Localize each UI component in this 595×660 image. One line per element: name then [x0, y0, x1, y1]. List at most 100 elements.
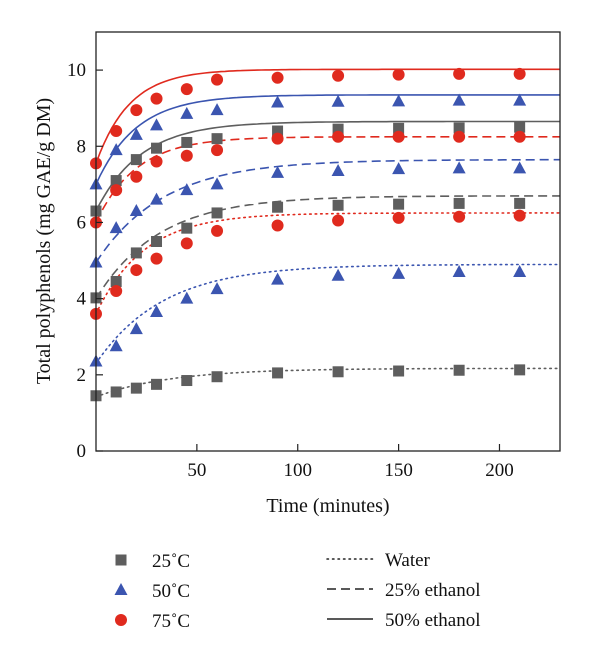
legend-marker — [115, 614, 127, 626]
legend-label: Water — [385, 550, 431, 571]
data-point — [130, 154, 142, 166]
y-tick-label: 10 — [67, 60, 86, 81]
data-point — [130, 247, 142, 259]
data-point — [271, 95, 285, 108]
data-point — [393, 365, 405, 377]
data-point — [109, 143, 123, 156]
data-point — [210, 103, 224, 116]
data-point — [180, 237, 193, 250]
data-point — [181, 222, 193, 234]
x-tick-label: 150 — [384, 460, 413, 481]
data-point — [331, 268, 345, 281]
data-point — [130, 104, 143, 117]
data-point — [271, 272, 285, 285]
data-point — [180, 183, 194, 196]
x-tick-label: 100 — [283, 460, 312, 481]
legend-label: 25˚C — [152, 551, 190, 572]
data-point — [211, 73, 224, 86]
axis-ticks: 50 100 150 200 0 2 4 6 8 10 — [67, 60, 514, 481]
data-point — [452, 161, 466, 174]
data-point — [393, 198, 405, 210]
data-point — [180, 83, 193, 96]
y-tick-label: 0 — [77, 441, 87, 462]
data-point — [514, 364, 526, 376]
legend-item-solvent: 50% ethanol — [327, 610, 481, 631]
data-point — [513, 93, 527, 106]
data-point — [513, 67, 526, 80]
data-point — [211, 133, 223, 145]
data-point — [130, 264, 143, 277]
data-point — [211, 144, 224, 157]
data-point — [331, 164, 345, 177]
legend-label: 50% ethanol — [385, 610, 481, 631]
y-tick-label: 8 — [77, 136, 87, 157]
data-point — [150, 304, 164, 317]
data-point — [150, 92, 163, 105]
data-points — [89, 67, 527, 402]
data-point — [211, 207, 223, 219]
legend-item-temperature: 25˚C — [115, 551, 190, 572]
data-point — [453, 364, 465, 376]
data-point — [180, 106, 194, 119]
data-point — [513, 264, 527, 277]
x-axis-label: Time (minutes) — [266, 495, 389, 517]
data-point — [109, 339, 123, 352]
legend: 25˚C 50˚C 75˚C Water 25% ethanol 50% ethanol — [114, 550, 481, 632]
data-point — [129, 204, 143, 217]
data-point — [272, 201, 284, 213]
data-point — [513, 130, 526, 143]
y-axis-label: Total polyphenols (mg GAE/g DM) — [33, 98, 55, 384]
data-point — [332, 214, 345, 227]
legend-item-temperature: 75˚C — [115, 611, 190, 632]
data-point — [452, 264, 466, 277]
x-tick-label: 50 — [187, 460, 206, 481]
data-point — [271, 71, 284, 84]
data-point — [150, 252, 163, 265]
legend-label: 25% ethanol — [385, 580, 481, 601]
y-tick-label: 2 — [77, 365, 87, 386]
data-point — [110, 275, 122, 287]
data-point — [453, 122, 465, 134]
data-point — [271, 132, 284, 145]
data-point — [392, 94, 406, 107]
data-point — [110, 184, 123, 197]
data-point — [332, 130, 345, 143]
data-point — [180, 291, 194, 304]
data-point — [181, 375, 193, 387]
legend-marker — [114, 583, 128, 595]
fit-line — [95, 263, 561, 365]
data-point — [514, 121, 526, 133]
data-point — [211, 371, 223, 383]
fit-curves — [95, 68, 561, 398]
data-point — [151, 142, 163, 154]
data-point — [332, 123, 344, 135]
data-point — [110, 125, 123, 138]
data-point — [211, 224, 224, 237]
legend-item-solvent: Water — [326, 550, 431, 571]
x-tick-label: 200 — [485, 460, 514, 481]
data-point — [130, 382, 142, 394]
data-point — [272, 367, 284, 379]
fit-line — [95, 367, 561, 398]
data-point — [109, 221, 123, 234]
data-point — [332, 199, 344, 211]
fit-line — [95, 68, 560, 164]
fit-line — [95, 212, 561, 315]
data-point — [453, 67, 466, 80]
data-point — [150, 155, 163, 168]
plot-area-frame — [95, 31, 561, 452]
legend-item-temperature: 50˚C — [114, 581, 190, 602]
data-point — [392, 68, 405, 81]
data-point — [150, 192, 164, 205]
data-point — [151, 236, 163, 247]
data-point — [392, 266, 406, 279]
data-point — [210, 177, 224, 190]
data-point — [392, 130, 405, 143]
data-point — [110, 285, 123, 298]
data-point — [129, 127, 143, 140]
data-point — [392, 162, 406, 175]
fit-line — [95, 158, 560, 263]
data-point — [150, 118, 164, 131]
data-point — [332, 69, 345, 82]
